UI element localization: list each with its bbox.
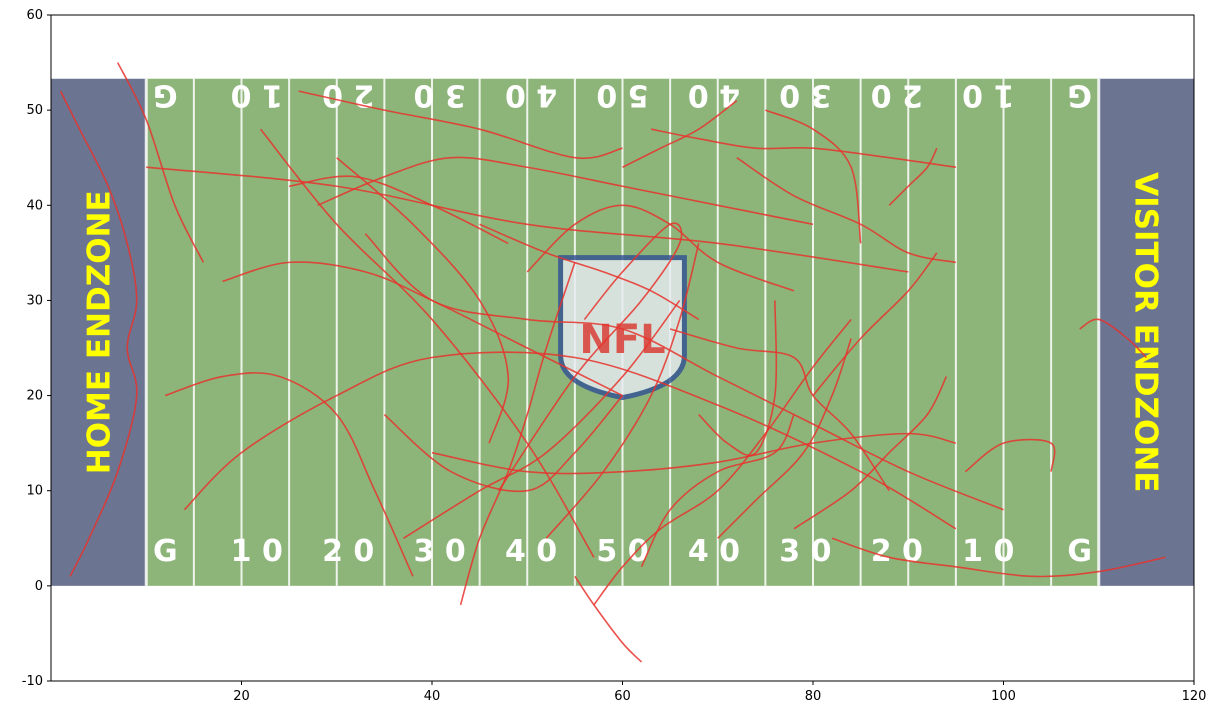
track-line-20	[574, 575, 643, 663]
home-endzone-label: HOME ENDZONE	[82, 190, 118, 474]
yard-number-bottom: 2 0	[322, 534, 374, 569]
track-line-14	[431, 432, 957, 475]
yard-number-bottom: G	[1067, 534, 1092, 569]
track-line-33	[888, 147, 938, 206]
track-line-11	[364, 233, 1004, 511]
track-line-27	[717, 338, 852, 539]
yard-number-bottom: 5 0	[596, 534, 648, 569]
yard-number-top: 3 0	[779, 77, 831, 112]
x-tick-label: 40	[424, 689, 441, 704]
y-tick-label: 20	[26, 389, 43, 404]
track-line-9	[317, 156, 814, 226]
yard-lines	[144, 78, 1101, 586]
x-tick-label: 20	[233, 689, 250, 704]
y-tick-label: 50	[26, 103, 43, 118]
track-line-10	[336, 157, 510, 444]
player-tracks	[59, 62, 1166, 663]
track-line-28	[736, 157, 957, 264]
yard-number-top: 4 0	[505, 77, 557, 112]
track-line-22	[622, 99, 738, 168]
yard-number-top: 4 0	[688, 77, 740, 112]
yard-number-bottom: 1 0	[231, 534, 283, 569]
track-line-3	[146, 166, 909, 273]
track-line-4	[183, 351, 957, 530]
yard-number-bottom: 1 0	[962, 534, 1014, 569]
track-line-12	[383, 395, 624, 493]
track-line-7	[289, 175, 509, 245]
track-line-35	[1079, 318, 1147, 359]
track-line-15	[459, 262, 576, 606]
track-line-13	[403, 299, 681, 539]
yard-number-top: 2 0	[322, 77, 374, 112]
track-line-16	[479, 223, 700, 321]
track-line-8	[298, 90, 623, 160]
track-line-36	[165, 372, 414, 577]
yard-number-top: 1 0	[231, 77, 283, 112]
yard-number-bottom: 2 0	[871, 534, 923, 569]
x-tick-label: 120	[1182, 689, 1207, 704]
yard-number-bottom: G	[153, 534, 178, 569]
yard-numbers: G 1 0 2 0 3 0 4 0 5 0 4 0 3 0 2 0 1 0 G G 1 0 2 0 3 0 4…	[153, 77, 1092, 569]
yard-number-top: G	[1067, 77, 1092, 112]
yard-number-top: 5 0	[596, 77, 648, 112]
y-tick-label: 60	[26, 8, 43, 23]
yard-number-top: 2 0	[871, 77, 923, 112]
track-line-1	[59, 90, 138, 577]
track-line-23	[640, 414, 795, 568]
track-line-29	[765, 109, 862, 244]
track-line-34	[964, 438, 1056, 473]
x-tick-label: 100	[991, 689, 1016, 704]
track-line-30	[793, 376, 948, 530]
track-line-26	[698, 300, 778, 457]
track-line-31	[812, 252, 938, 397]
track-line-25	[669, 328, 890, 492]
y-axis: -10 0 10 20 30 40 50 60	[22, 8, 51, 689]
x-axis: 20 40 60 80 100 120	[233, 681, 1206, 704]
yard-number-bottom: 3 0	[414, 534, 466, 569]
track-line-32	[831, 537, 1166, 578]
y-tick-label: -10	[22, 674, 43, 689]
track-line-19	[545, 243, 700, 539]
visitor-endzone-label: VISITOR ENDZONE	[1127, 172, 1163, 492]
y-tick-label: 30	[26, 293, 43, 308]
yard-number-bottom: 3 0	[779, 534, 831, 569]
yard-number-top: 3 0	[414, 77, 466, 112]
track-line-18	[526, 204, 795, 292]
y-tick-label: 40	[26, 198, 43, 213]
football-field: G 1 0 2 0 3 0 4 0 5 0 4 0 3 0 2 0 1 0 G G 1 0 2 0 3 0 4…	[51, 77, 1194, 586]
track-line-6	[259, 128, 595, 558]
track-line-24	[650, 128, 956, 169]
x-tick-label: 60	[614, 689, 631, 704]
y-tick-label: 0	[35, 579, 43, 594]
track-line-2	[116, 62, 205, 263]
visitor-endzone	[1098, 78, 1194, 586]
track-line-21	[593, 318, 852, 606]
y-tick-label: 10	[26, 484, 43, 499]
yard-number-bottom: 4 0	[688, 534, 740, 569]
yard-number-top: G	[153, 77, 178, 112]
track-line-17	[498, 222, 683, 492]
x-tick-label: 80	[805, 689, 822, 704]
yard-number-top: 1 0	[962, 77, 1014, 112]
track-line-5	[222, 261, 623, 397]
yard-number-bottom: 4 0	[505, 534, 557, 569]
